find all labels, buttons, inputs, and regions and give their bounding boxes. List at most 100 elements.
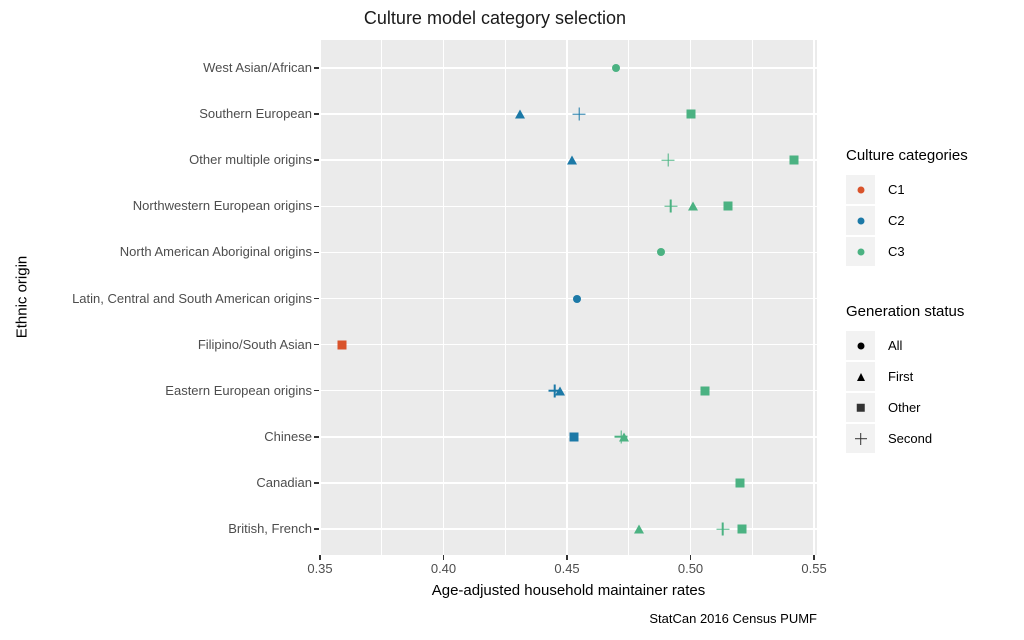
gridline-y-major xyxy=(320,436,817,438)
x-axis-title: Age-adjusted household maintainer rates xyxy=(431,582,706,599)
circle-icon xyxy=(857,248,864,255)
x-tick xyxy=(319,555,321,560)
y-tick-label: Eastern European origins xyxy=(165,382,312,398)
data-point xyxy=(566,155,577,165)
data-point xyxy=(735,478,745,488)
legend-key xyxy=(846,175,875,204)
y-tick-label: Canadian xyxy=(256,474,312,490)
x-tick xyxy=(566,555,568,560)
data-point xyxy=(686,109,696,119)
data-point xyxy=(662,154,675,167)
x-tick xyxy=(813,555,815,560)
legend-item: C2 xyxy=(846,205,1021,236)
y-axis-title: Ethnic origin xyxy=(13,255,31,339)
data-point xyxy=(569,432,579,442)
y-tick xyxy=(314,482,319,484)
y-tick-label: Chinese xyxy=(264,428,312,444)
legend-item-label: First xyxy=(888,369,914,384)
legend-title: Culture categories xyxy=(846,147,968,164)
y-tick xyxy=(314,159,319,161)
legend-item-label: C3 xyxy=(888,244,905,259)
data-point xyxy=(700,386,710,396)
gridline-x-major xyxy=(319,40,321,555)
gridline-x-major xyxy=(813,40,815,555)
data-point xyxy=(716,523,729,536)
legend: Culture categories C1 C2 C3 Generation statu… xyxy=(846,147,1021,454)
y-tick xyxy=(314,67,319,69)
x-tick-label: 0.45 xyxy=(554,561,580,576)
x-tick xyxy=(689,555,692,560)
legend-key xyxy=(846,424,875,453)
legend-key xyxy=(846,206,875,235)
data-point xyxy=(656,248,665,257)
gridline-y-major xyxy=(320,251,817,254)
data-point xyxy=(789,155,799,165)
plot-panel xyxy=(319,40,817,555)
legend-section: Culture categories C1 C2 C3 xyxy=(846,147,1021,267)
x-tick-label: 0.40 xyxy=(430,561,457,576)
y-tick-label: West Asian/African xyxy=(203,60,312,75)
x-tick-label: 0.50 xyxy=(677,561,704,576)
plus-icon xyxy=(855,433,867,445)
y-tick-label: British, French xyxy=(228,521,312,536)
gridline-x-minor xyxy=(504,40,506,555)
x-tick-label: 0.55 xyxy=(801,561,827,576)
y-tick-label: Northwestern European origins xyxy=(132,198,312,214)
triangle-icon xyxy=(856,372,865,381)
y-tick xyxy=(314,251,319,254)
legend-item: Other xyxy=(846,392,1021,423)
circle-icon xyxy=(857,186,864,193)
gridline-x-minor xyxy=(381,40,383,555)
caption: StatCan 2016 Census PUMF xyxy=(649,611,817,626)
y-tick-label: Southern European xyxy=(199,106,312,122)
y-tick-label: Filipino/South Asian xyxy=(197,336,312,352)
x-tick xyxy=(442,555,445,560)
chart-title: Culture model category selection xyxy=(363,8,627,28)
gridline-y-major xyxy=(320,343,817,346)
legend-section: Generation status All First Other Second xyxy=(846,303,1021,454)
legend-title: Generation status xyxy=(846,303,965,320)
data-point xyxy=(612,64,621,72)
data-point xyxy=(723,201,733,211)
legend-item: First xyxy=(846,361,1021,392)
gridline-y-major xyxy=(320,67,817,69)
data-point xyxy=(515,109,526,119)
legend-item-label: C1 xyxy=(888,182,905,197)
y-tick xyxy=(314,297,319,300)
gridline-y-major xyxy=(320,389,817,392)
y-tick xyxy=(314,389,319,392)
data-point xyxy=(737,524,747,534)
legend-key xyxy=(846,362,875,391)
data-point xyxy=(618,432,629,442)
legend-item-label: All xyxy=(888,338,903,353)
data-point xyxy=(664,200,677,213)
legend-key xyxy=(846,393,875,422)
gridline-x-major xyxy=(566,40,568,555)
legend-item: C1 xyxy=(846,174,1021,205)
gridline-x-major xyxy=(689,40,692,555)
gridline-x-minor xyxy=(628,40,630,555)
legend-item: All xyxy=(846,330,1021,361)
data-point xyxy=(633,524,644,534)
gridline-x-minor xyxy=(751,40,753,555)
y-tick xyxy=(314,436,319,438)
y-tick-label: North American Aboriginal origins xyxy=(119,244,312,260)
data-point xyxy=(337,340,347,350)
data-point xyxy=(554,386,565,396)
circle-icon xyxy=(857,217,864,224)
gridline-y-major xyxy=(320,113,817,115)
y-tick-label: Latin, Central and South American origin… xyxy=(72,290,312,306)
square-icon xyxy=(856,403,865,412)
legend-item: C3 xyxy=(846,236,1021,267)
legend-item: Second xyxy=(846,423,1021,454)
y-tick xyxy=(314,528,319,530)
y-tick xyxy=(314,113,319,115)
legend-item-label: C2 xyxy=(888,213,905,228)
data-point xyxy=(687,201,698,211)
y-tick-label: Other multiple origins xyxy=(189,152,312,168)
legend-item-label: Other xyxy=(888,400,921,415)
legend-key xyxy=(846,331,875,360)
gridline-y-major xyxy=(320,297,817,300)
legend-item-label: Second xyxy=(888,431,933,446)
